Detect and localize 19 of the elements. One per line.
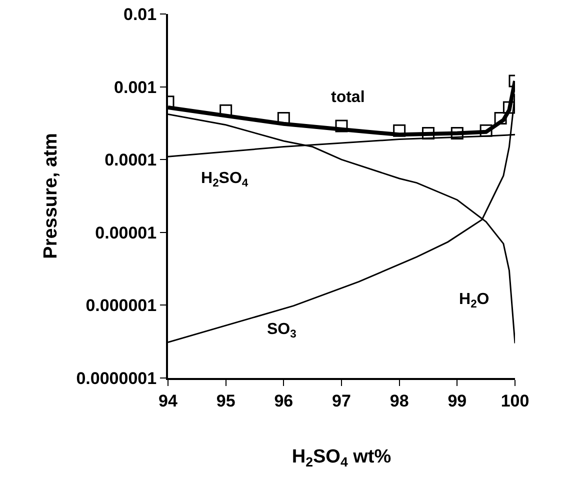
y-axis-title: Pressure, atm — [40, 133, 62, 259]
series-label: total — [331, 89, 365, 106]
x-tick-label: 96 — [274, 391, 294, 410]
y-tick-label: 0.0000001 — [76, 368, 157, 388]
x-tick-label: 98 — [390, 391, 409, 410]
x-tick-label: 95 — [216, 391, 236, 410]
y-tick-label: 0.001 — [114, 78, 157, 97]
x-tick-label: 99 — [448, 391, 467, 410]
y-tick-label: 0.0001 — [104, 150, 157, 170]
y-tick-label: 0.01 — [124, 4, 157, 24]
y-tick-label: 0.00001 — [95, 223, 157, 242]
x-tick-label: 97 — [332, 391, 351, 410]
x-tick-label: 94 — [158, 391, 178, 410]
series-label: H$_{2}$SO$_{4}$ — [201, 170, 249, 190]
series-label: SO$_{3}$ — [267, 321, 296, 340]
series-label: H$_{2}$O — [459, 291, 490, 310]
x-tick-label: 100 — [500, 391, 530, 410]
x-axis-title: H$_{2}$SO$_{4}$ wt% — [292, 446, 392, 470]
y-tick-label: 0.000001 — [86, 296, 157, 316]
